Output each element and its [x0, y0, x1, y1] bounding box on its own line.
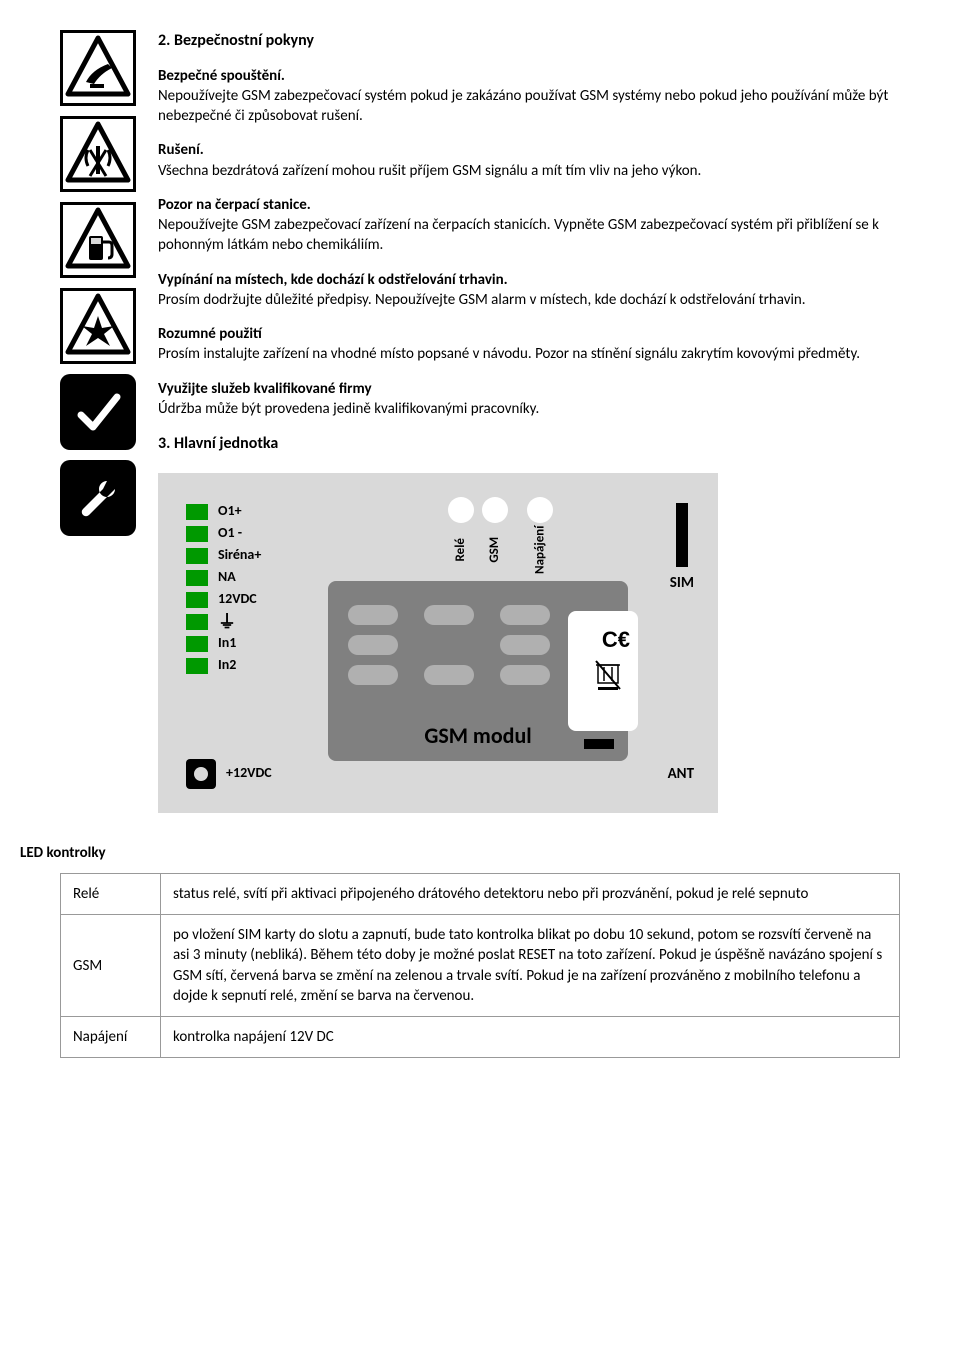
safety-icon-column: [60, 30, 140, 843]
led-rele: Relé: [452, 538, 470, 561]
cell-gsm-b: po vložení SIM karty do slotu a zapnutí,…: [161, 915, 900, 1017]
t-o1m: O1 -: [218, 524, 242, 543]
para-safe-start: Bezpečné spouštění. Nepoužívejte GSM zab…: [158, 66, 900, 127]
led-power: Napájení: [531, 525, 549, 573]
module-title: GSM modul: [328, 721, 628, 751]
t-gnd: ⏚: [218, 617, 236, 627]
power-jack: +12VDC: [186, 759, 272, 789]
para-interference-head: Rušení.: [158, 141, 204, 159]
para-reasonable-use: Rozumné použití Prosím instalujte zaříze…: [158, 324, 900, 365]
warning-icon-hand: [60, 30, 136, 106]
t-na: NA: [218, 568, 236, 587]
t-12v: 12VDC: [218, 590, 257, 609]
para-qualified-head: Využijte služeb kvalifikované firmy: [158, 380, 372, 398]
ant-label: ANT: [668, 764, 694, 784]
cell-power-b: kontrolka napájení 12V DC: [161, 1017, 900, 1058]
table-row: GSM po vložení SIM karty do slotu a zapn…: [61, 915, 900, 1017]
t-o1p: O1+: [218, 502, 242, 521]
led-gsm: GSM: [486, 537, 504, 563]
para-reasonable-use-body: Prosím instalujte zařízení na vhodné mís…: [158, 345, 860, 363]
weee-icon: [594, 659, 622, 691]
sim-label: SIM: [670, 573, 694, 593]
table-row: Relé status relé, svítí při aktivaci při…: [61, 873, 900, 914]
led-table-heading: LED kontrolky: [20, 843, 900, 863]
content-column: 2. Bezpečnostní pokyny Bezpečné spouštěn…: [158, 30, 900, 843]
para-fuel-head: Pozor na čerpací stanice.: [158, 196, 311, 214]
power-label: +12VDC: [226, 764, 272, 783]
module-diagram: O1+ O1 - Siréna+ NA 12VDC ⏚ In1 In2 +12V…: [158, 473, 718, 813]
para-interference: Rušení. Všechna bezdrátová zařízení moho…: [158, 140, 900, 181]
para-interference-body: Všechna bezdrátová zařízení mohou rušit …: [158, 162, 701, 180]
section-2-title: 2. Bezpečnostní pokyny: [158, 30, 900, 52]
para-blasting-body: Prosím dodržujte důležité předpisy. Nepo…: [158, 291, 806, 309]
warning-icon-explosion: [60, 288, 136, 364]
cell-rele-h: Relé: [61, 873, 161, 914]
section-3-title: 3. Hlavní jednotka: [158, 433, 900, 455]
antenna-connector: [584, 739, 614, 749]
para-qualified-body: Údržba může být provedena jedině kvalifi…: [158, 400, 539, 418]
table-row: Napájení kontrolka napájení 12V DC: [61, 1017, 900, 1058]
sim-slot: [676, 503, 688, 567]
led-row: Relé GSM Napájení: [448, 497, 564, 559]
check-icon: [60, 374, 136, 450]
para-fuel-body: Nepoužívejte GSM zabezpečovací zařízení …: [158, 216, 879, 254]
para-qualified: Využijte služeb kvalifikované firmy Údrž…: [158, 379, 900, 420]
t-in2: In2: [218, 656, 236, 675]
main-layout: 2. Bezpečnostní pokyny Bezpečné spouštěn…: [60, 30, 900, 843]
cell-power-h: Napájení: [61, 1017, 161, 1058]
led-table: Relé status relé, svítí při aktivaci při…: [60, 873, 900, 1059]
cell-rele-b: status relé, svítí při aktivaci připojen…: [161, 873, 900, 914]
warning-icon-antenna: [60, 116, 136, 192]
para-blasting-head: Vypínání na místech, kde dochází k odstř…: [158, 271, 508, 289]
terminal-block: O1+ O1 - Siréna+ NA 12VDC ⏚ In1 In2: [186, 501, 261, 677]
cell-gsm-h: GSM: [61, 915, 161, 1017]
para-safe-start-body: Nepoužívejte GSM zabezpečovací systém po…: [158, 87, 888, 125]
warning-icon-fuel: [60, 202, 136, 278]
para-safe-start-head: Bezpečné spouštění.: [158, 67, 285, 85]
t-siren: Siréna+: [218, 546, 261, 565]
para-reasonable-use-head: Rozumné použití: [158, 325, 262, 343]
module-body: C€ GSM modul: [328, 581, 628, 761]
para-fuel: Pozor na čerpací stanice. Nepoužívejte G…: [158, 195, 900, 256]
t-in1: In1: [218, 634, 236, 653]
para-blasting: Vypínání na místech, kde dochází k odstř…: [158, 270, 900, 311]
ce-mark: C€: [602, 625, 630, 655]
wrench-icon: [60, 460, 136, 536]
